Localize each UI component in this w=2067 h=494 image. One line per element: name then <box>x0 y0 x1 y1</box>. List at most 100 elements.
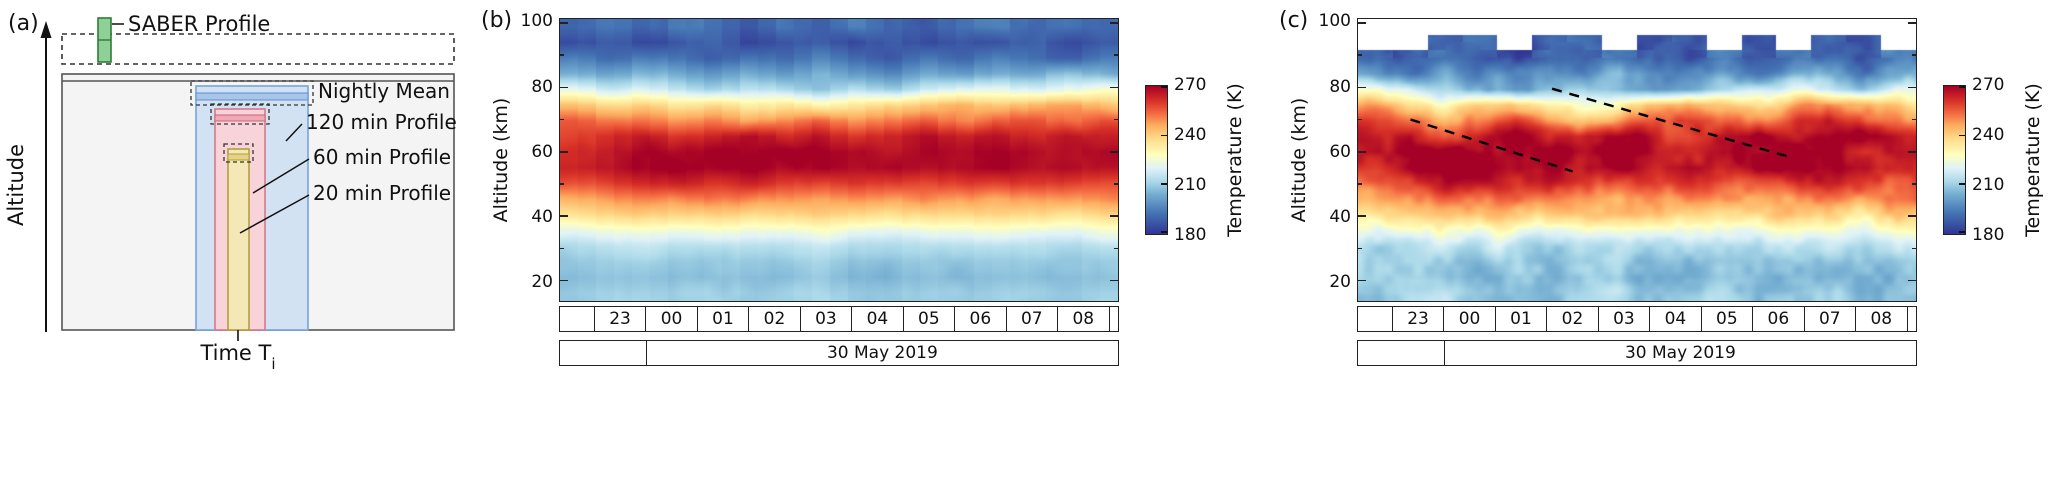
date-cell-blank <box>1358 341 1445 365</box>
x-tick-cell: 23 <box>1391 307 1443 331</box>
colorbar-tick-label: 180 <box>1174 225 1207 245</box>
mean-band-120min <box>195 92 309 101</box>
y-tick-mark <box>560 215 568 217</box>
x-tick-row: 23 00 01 02 03 04 05 06 07 08 <box>1357 306 1917 332</box>
x-tick-cell: 01 <box>696 307 748 331</box>
y-tick-label: 20 <box>531 272 553 293</box>
panel-b-heatmap: (b) Altitude (km) 20 40 60 80 100 23 00 01 02 03… <box>471 0 1269 494</box>
y-tick-mark <box>560 150 568 153</box>
y-minor-tick-mark <box>1358 183 1362 185</box>
y-tick-label: 60 <box>531 141 553 162</box>
y-tick-mark <box>1908 22 1916 24</box>
profile-60-label: 60 min Profile <box>313 145 451 169</box>
y-minor-tick-mark <box>1358 54 1362 56</box>
y-minor-tick-mark <box>1114 118 1118 121</box>
y-minor-tick-mark <box>560 54 564 56</box>
y-minor-tick-mark <box>560 118 564 121</box>
x-tick-cell-blank <box>560 307 594 331</box>
schematic-svg: (a) Altitude SABER Profile <box>4 11 457 373</box>
y-tick-mark <box>1358 150 1366 153</box>
x-tick-cell: 04 <box>1649 307 1700 331</box>
y-tick-mark <box>1358 215 1366 217</box>
y-minor-tick-mark <box>1358 118 1362 121</box>
colorbar <box>1943 85 1966 235</box>
x-tick-cell: 23 <box>593 307 645 331</box>
date-row: 30 May 2019 <box>1357 340 1917 366</box>
y-tick-label: 100 <box>520 11 553 32</box>
y-tick-mark <box>1908 215 1916 217</box>
x-tick-cell: 04 <box>851 307 902 331</box>
x-tick-cell: 00 <box>645 307 696 331</box>
y-minor-tick-mark <box>560 183 564 185</box>
date-label: 30 May 2019 <box>1624 343 1736 363</box>
y-tick-mark <box>1358 279 1366 282</box>
panel-a-schematic: (a) Altitude SABER Profile <box>0 0 471 494</box>
colorbar-tick-mark <box>1959 86 1965 88</box>
x-tick-cell-blank <box>1108 307 1119 331</box>
colorbar <box>1145 85 1168 235</box>
colorbar-title: Temperature (K) <box>2022 83 2044 237</box>
colorbar-tick-mark <box>1161 231 1167 233</box>
leader-120 <box>285 123 303 142</box>
y-tick-mark <box>1110 22 1118 24</box>
y-tick-mark <box>560 86 568 89</box>
y-minor-tick-mark <box>560 247 564 250</box>
y-tick-labels: 20 40 60 80 100 <box>507 11 553 302</box>
colorbar-tick-mark <box>1959 134 1965 137</box>
x-tick-cell: 08 <box>1057 307 1108 331</box>
x-tick-cell: 08 <box>1855 307 1906 331</box>
altitude-axis-label: Altitude <box>4 144 28 226</box>
x-tick-cell: 06 <box>1752 307 1803 331</box>
y-tick-label: 100 <box>1318 11 1351 32</box>
y-tick-label: 80 <box>1329 76 1351 97</box>
date-label: 30 May 2019 <box>826 343 938 363</box>
colorbar-tick-label: 180 <box>1972 225 2005 245</box>
colorbar-tick-label: 210 <box>1972 175 2005 195</box>
y-tick-mark <box>1358 22 1366 24</box>
nightly-span-dashed-box <box>61 33 455 65</box>
x-tick-cell: 02 <box>748 307 799 331</box>
date-row: 30 May 2019 <box>559 340 1119 366</box>
x-tick-cell: 02 <box>1546 307 1597 331</box>
colorbar-title: Temperature (K) <box>1224 83 1246 237</box>
heatmap-canvas <box>1358 19 1916 301</box>
profile-20-label: 20 min Profile <box>313 181 451 205</box>
colorbar-tick-label: 210 <box>1174 175 1207 195</box>
profile-120-label: 120 min Profile <box>306 110 457 134</box>
y-tick-mark <box>1908 86 1916 89</box>
x-tick-cell: 07 <box>1005 307 1057 331</box>
x-tick-cell: 05 <box>902 307 954 331</box>
y-minor-tick-mark <box>1912 118 1916 121</box>
leader-20 <box>239 194 310 234</box>
y-tick-mark <box>1110 86 1118 89</box>
y-tick-label: 60 <box>1329 141 1351 162</box>
y-tick-label: 40 <box>1329 207 1351 228</box>
colorbar-tick-labels: 270 240 210 180 <box>1972 75 2018 245</box>
y-tick-labels: 20 40 60 80 100 <box>1305 11 1351 302</box>
x-tick-cell-blank <box>1906 307 1917 331</box>
panel-label: (c) <box>1279 8 1309 33</box>
x-tick-cell: 07 <box>1803 307 1855 331</box>
panel-label: (b) <box>481 8 513 33</box>
colorbar-canvas <box>1146 86 1167 234</box>
y-tick-mark <box>1110 150 1118 153</box>
x-tick-cell: 03 <box>799 307 851 331</box>
y-tick-mark <box>560 22 568 24</box>
leader-60 <box>252 158 310 194</box>
heatmap-plot <box>559 18 1119 302</box>
heatmap-canvas <box>560 19 1118 301</box>
y-minor-tick-mark <box>1912 54 1916 56</box>
y-minor-tick-mark <box>1358 247 1362 250</box>
x-tick-cell: 00 <box>1443 307 1494 331</box>
colorbar-tick-mark <box>1959 183 1965 185</box>
y-tick-mark <box>560 279 568 282</box>
dashed-box-20min <box>223 143 254 163</box>
y-tick-label: 80 <box>531 76 553 97</box>
colorbar-tick-label: 270 <box>1174 75 1207 95</box>
y-tick-mark <box>1908 279 1916 282</box>
y-tick-mark <box>1908 150 1916 153</box>
mean-band-60min <box>214 114 266 122</box>
y-tick-label: 20 <box>1329 272 1351 293</box>
window-20min <box>227 148 250 331</box>
x-tick-cell: 01 <box>1494 307 1546 331</box>
